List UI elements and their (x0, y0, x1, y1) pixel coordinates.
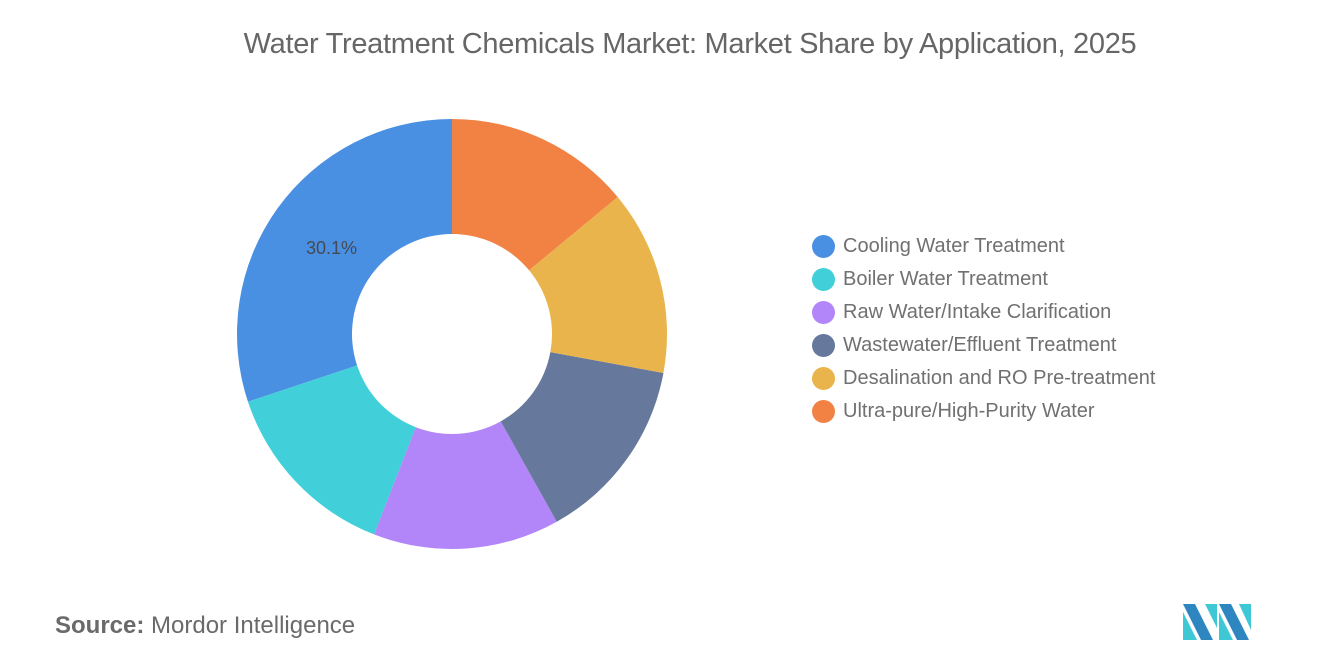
legend-label: Ultra-pure/High-Purity Water (843, 400, 1095, 422)
legend-label: Raw Water/Intake Clarification (843, 301, 1112, 323)
donut-slice-wastewater-effluent-treatment (500, 352, 664, 522)
mordor-intelligence-logo-icon (1183, 604, 1251, 640)
legend-item-cooling-water: Cooling Water Treatment (812, 230, 1155, 263)
source-key: Source: (55, 612, 145, 639)
donut-slice-boiler-water-treatment (247, 365, 416, 535)
legend: Cooling Water Treatment Boiler Water Tre… (812, 230, 1155, 428)
donut-slice-cooling-water-treatment (236, 119, 452, 402)
legend-item-desalination: Desalination and RO Pre-treatment (812, 362, 1155, 395)
legend-item-raw-water: Raw Water/Intake Clarification (812, 296, 1155, 329)
legend-swatch-icon (812, 334, 835, 357)
chart-title: Water Treatment Chemicals Market: Market… (243, 28, 1137, 60)
legend-item-wastewater: Wastewater/Effluent Treatment (812, 329, 1155, 362)
source-value: Mordor Intelligence (151, 612, 356, 639)
source-note: Source: Mordor Intelligence (55, 612, 355, 640)
donut-slice-ultra-pure-high-purity-water (452, 119, 618, 271)
slice-data-label: 30.1% (306, 238, 358, 258)
legend-label: Boiler Water Treatment (843, 268, 1048, 290)
legend-swatch-icon (812, 367, 835, 390)
donut-slice-raw-water-intake-clarification (374, 421, 557, 549)
legend-item-ultra-pure: Ultra-pure/High-Purity Water (812, 395, 1155, 428)
legend-label: Cooling Water Treatment (843, 235, 1065, 257)
legend-label: Wastewater/Effluent Treatment (843, 334, 1117, 356)
legend-item-boiler-water: Boiler Water Treatment (812, 263, 1155, 296)
legend-swatch-icon (812, 301, 835, 324)
legend-swatch-icon (812, 400, 835, 423)
donut-chart (236, 119, 667, 549)
donut-slice-desalination-and-ro-pre-treatment (529, 196, 667, 373)
legend-swatch-icon (812, 235, 835, 258)
legend-label: Desalination and RO Pre-treatment (843, 367, 1156, 389)
legend-swatch-icon (812, 268, 835, 291)
